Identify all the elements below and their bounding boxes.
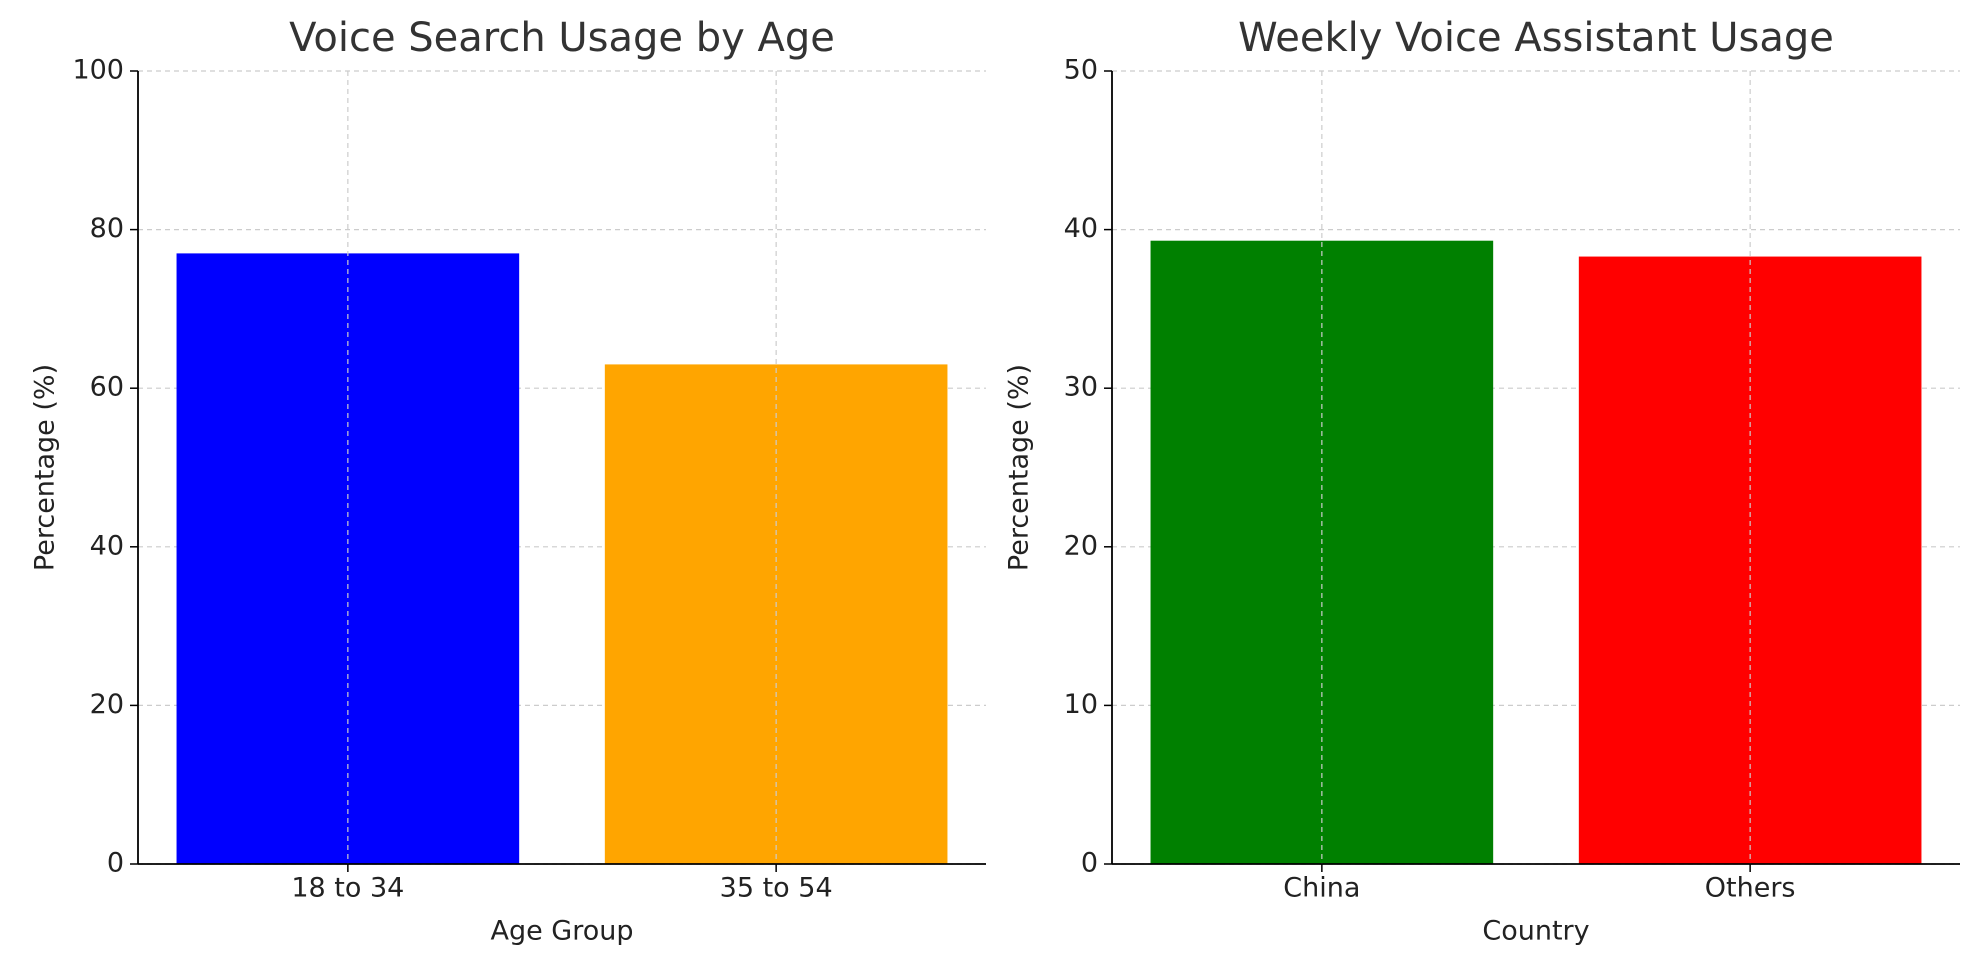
y-tick-label: 0 — [1081, 848, 1098, 879]
x-tick-label: 35 to 54 — [720, 873, 833, 904]
y-tick-label: 20 — [90, 689, 124, 720]
y-tick-label: 40 — [90, 530, 124, 561]
y-tick-label: 100 — [72, 55, 124, 86]
chart-title: Voice Search Usage by Age — [289, 15, 835, 61]
y-tick-label: 40 — [1064, 213, 1098, 244]
y-tick-label: 80 — [90, 213, 124, 244]
x-axis-label: Country — [1482, 916, 1589, 947]
y-tick-label: 0 — [107, 848, 124, 879]
chart-title: Weekly Voice Assistant Usage — [1238, 15, 1834, 61]
x-tick-label: Others — [1705, 873, 1796, 904]
y-tick-label: 50 — [1064, 55, 1098, 86]
y-tick-label: 10 — [1064, 689, 1098, 720]
y-tick-label: 30 — [1064, 372, 1098, 403]
y-axis-label: Percentage (%) — [30, 364, 61, 571]
y-tick-label: 60 — [90, 372, 124, 403]
x-tick-label: 18 to 34 — [291, 873, 404, 904]
x-axis-label: Age Group — [490, 916, 633, 947]
y-tick-label: 20 — [1064, 530, 1098, 561]
x-tick-label: China — [1283, 873, 1360, 904]
y-axis-label: Percentage (%) — [1004, 364, 1035, 571]
